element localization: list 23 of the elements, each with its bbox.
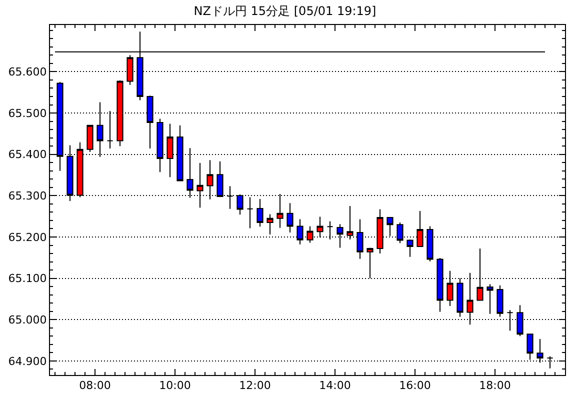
- x-tick-label: 12:00: [239, 379, 271, 392]
- candlestick: [406, 238, 414, 258]
- candlestick: [266, 214, 274, 235]
- chart-title: NZドル円 15分足 [05/01 19:19]: [194, 4, 376, 18]
- y-tick-label: 65.500: [8, 106, 47, 120]
- y-tick-label: 65.400: [8, 148, 47, 162]
- y-tick-label: 65.000: [8, 313, 47, 326]
- candlestick: [256, 198, 264, 228]
- x-tick-label: 14:00: [319, 379, 351, 392]
- x-tick-label: 18:00: [479, 379, 511, 392]
- candlestick: [486, 284, 494, 314]
- candlestick: [286, 202, 294, 233]
- x-tick-label: 10:00: [159, 379, 191, 392]
- y-tick-label: 64.900: [8, 354, 47, 368]
- candlestick: [246, 196, 254, 229]
- candlestick: [496, 284, 504, 318]
- y-tick-label: 65.300: [8, 190, 47, 203]
- y-tick-label: 65.600: [8, 66, 47, 79]
- x-tick-label: 08:00: [79, 379, 111, 392]
- y-tick-label: 65.100: [8, 272, 47, 286]
- y-tick-label: 65.200: [8, 230, 47, 244]
- x-tick-label: 16:00: [399, 379, 431, 392]
- candlestick: [86, 124, 94, 152]
